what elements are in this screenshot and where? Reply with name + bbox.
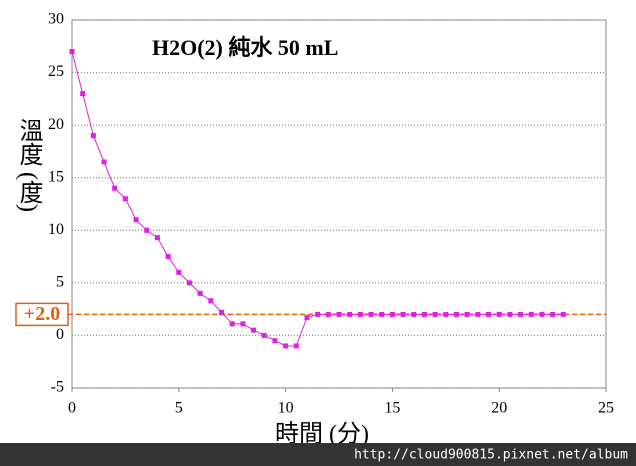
- data-point: [496, 311, 502, 317]
- data-point: [133, 217, 139, 223]
- data-point: [443, 311, 449, 317]
- data-point: [464, 311, 470, 317]
- data-point: [144, 227, 150, 233]
- data-point: [240, 321, 246, 327]
- reference-label: +2.0: [24, 303, 60, 325]
- data-point: [486, 311, 492, 317]
- y-tick-label: 20: [48, 116, 64, 133]
- data-point: [539, 311, 545, 317]
- data-point: [272, 338, 278, 344]
- data-point: [432, 311, 438, 317]
- x-tick-label: 0: [68, 400, 76, 417]
- y-tick-label: 10: [48, 221, 64, 238]
- data-point: [293, 343, 299, 349]
- y-axis-label: 溫度 (度): [15, 118, 43, 212]
- data-point: [315, 311, 321, 317]
- y-tick-label: -5: [51, 379, 64, 396]
- data-point: [176, 269, 182, 275]
- data-point: [336, 311, 342, 317]
- data-point: [400, 311, 406, 317]
- data-point: [154, 235, 160, 241]
- reference-label-box: [15, 302, 69, 327]
- data-point: [560, 311, 566, 317]
- x-tick-label: 5: [175, 400, 183, 417]
- data-point: [528, 311, 534, 317]
- data-point: [347, 311, 353, 317]
- data-point: [379, 311, 385, 317]
- data-point: [550, 311, 556, 317]
- data-point: [421, 311, 427, 317]
- y-tick-label: 5: [56, 274, 64, 291]
- x-tick-label: 25: [598, 400, 614, 417]
- y-tick-label: 0: [56, 326, 64, 343]
- data-point: [197, 290, 203, 296]
- data-point: [90, 133, 96, 139]
- data-point: [325, 311, 331, 317]
- data-point: [229, 321, 235, 327]
- chart-title: H2O(2) 純水 50 mL: [152, 35, 338, 60]
- data-point: [261, 332, 267, 338]
- data-point: [283, 343, 289, 349]
- x-tick-label: 10: [278, 400, 294, 417]
- data-point: [357, 311, 363, 317]
- data-point: [112, 185, 118, 191]
- data-point: [80, 91, 86, 97]
- data-point: [475, 311, 481, 317]
- data-point: [208, 298, 214, 304]
- data-point: [122, 196, 128, 202]
- data-point: [518, 311, 524, 317]
- y-tick-label: 30: [48, 11, 64, 28]
- data-point: [69, 49, 75, 55]
- data-point: [251, 327, 257, 333]
- watermark: http://cloud900815.pixnet.net/album: [354, 448, 628, 463]
- data-point: [186, 280, 192, 286]
- data-point: [101, 159, 107, 165]
- data-point: [507, 311, 513, 317]
- data-point: [165, 254, 171, 260]
- data-point: [389, 311, 395, 317]
- data-point: [411, 311, 417, 317]
- data-point: [368, 311, 374, 317]
- watermark-bar: [0, 443, 636, 466]
- y-tick-label: 25: [48, 63, 64, 80]
- data-point: [219, 309, 225, 315]
- data-point: [453, 311, 459, 317]
- x-tick-label: 20: [491, 400, 507, 417]
- data-point: [304, 315, 310, 321]
- y-tick-label: 15: [48, 168, 64, 185]
- x-tick-label: 15: [384, 400, 400, 417]
